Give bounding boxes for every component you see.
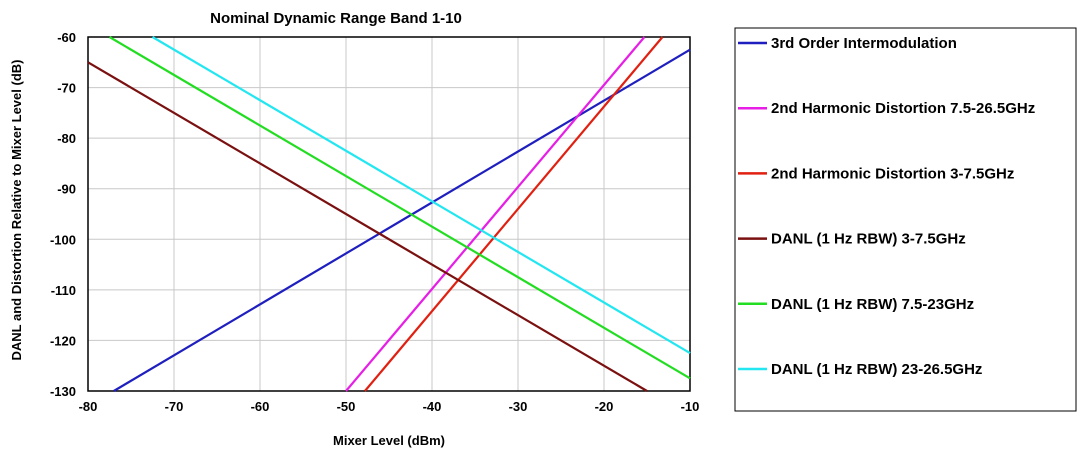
legend-label-1: 3rd Order Intermodulation	[771, 35, 957, 52]
x-tick-label: -60	[251, 399, 270, 414]
x-tick-label: -20	[595, 399, 614, 414]
y-tick-label: -120	[50, 333, 76, 348]
x-tick-label: -10	[681, 399, 700, 414]
y-tick-label: -70	[57, 81, 76, 96]
legend-label-6: DANL (1 Hz RBW) 23-26.5GHz	[771, 361, 982, 378]
legend: 3rd Order Intermodulation 2nd Harmonic Di…	[734, 27, 1077, 412]
series-line-1	[113, 48, 691, 392]
y-tick-label: -130	[50, 384, 76, 399]
x-tick-label: -50	[337, 399, 356, 414]
series-lines	[87, 36, 691, 392]
legend-label-3: 2nd Harmonic Distortion 3-7.5GHz	[771, 165, 1014, 182]
x-axis-title: Mixer Level (dBm)	[333, 433, 445, 448]
series-line-5	[108, 36, 691, 380]
y-tick-label: -90	[57, 182, 76, 197]
x-tick-label: -80	[79, 399, 98, 414]
series-line-4	[87, 61, 648, 392]
tick-labels: -80 -70 -60 -50 -40 -30 -20 -10 -60 -70 -80 -90 -100…	[50, 30, 699, 414]
legend-label-2: 2nd Harmonic Distortion 7.5-26.5GHz	[771, 100, 1035, 117]
chart-title: Nominal Dynamic Range Band 1-10	[210, 10, 462, 27]
y-tick-label: -110	[51, 283, 76, 298]
x-tick-label: -70	[165, 399, 184, 414]
legend-box	[734, 27, 1077, 412]
series-line-3	[364, 36, 664, 392]
series-line-2	[345, 36, 646, 392]
y-tick-label: -60	[57, 30, 76, 45]
x-tick-label: -40	[423, 399, 442, 414]
y-tick-label: -100	[50, 232, 76, 247]
series-line-6	[151, 36, 691, 355]
y-tick-label: -80	[57, 131, 76, 146]
legend-label-4: DANL (1 Hz RBW) 3-7.5GHz	[771, 231, 966, 248]
plot-area	[87, 36, 691, 392]
legend-label-5: DANL (1 Hz RBW) 7.5-23GHz	[771, 296, 974, 313]
y-axis-title: DANL and Distortion Relative to Mixer Le…	[9, 60, 24, 361]
x-tick-label: -30	[509, 399, 528, 414]
